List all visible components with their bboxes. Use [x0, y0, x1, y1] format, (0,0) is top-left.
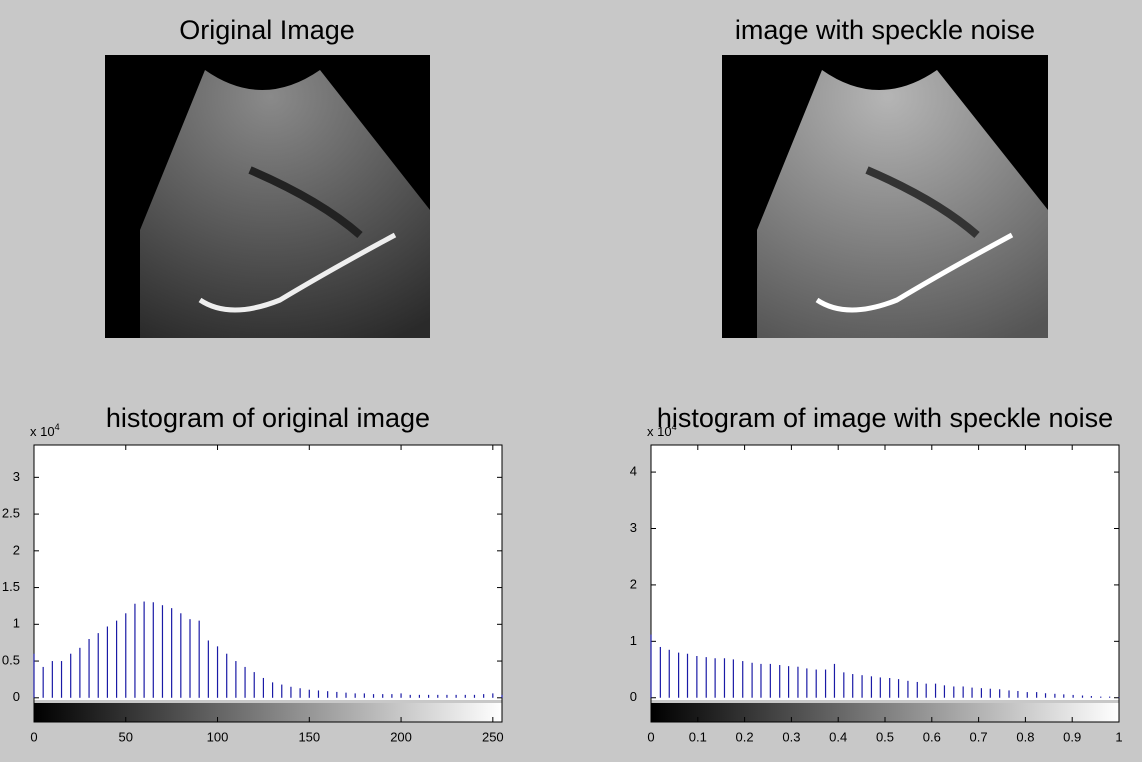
vessel [865, 166, 980, 239]
x-tick-label: 0.8 [1016, 729, 1034, 744]
y-tick-label: 3 [13, 469, 20, 484]
y-multiplier: x 104 [30, 422, 60, 439]
y-tick-label: 2.5 [2, 506, 20, 521]
y-tick-label: 3 [630, 520, 637, 535]
x-tick-label: 0.4 [829, 729, 847, 744]
axes-box [33, 444, 503, 723]
x-tick-label: 0.9 [1063, 729, 1081, 744]
image-title: image with speckle noise [735, 15, 1035, 45]
x-tick-label: 250 [482, 729, 504, 744]
image-panel: Original Image [105, 15, 430, 338]
ultrasound-edge [198, 232, 397, 313]
image-panel: image with speckle noise [722, 15, 1048, 338]
y-tick-label: 2 [13, 542, 20, 557]
y-tick-label: 2 [630, 576, 637, 591]
ultrasound-edge [815, 232, 1014, 313]
x-tick-label: 100 [207, 729, 229, 744]
y-multiplier: x 104 [647, 422, 677, 439]
ultrasound [757, 70, 1048, 338]
multiplier-base: x 10 [647, 424, 672, 439]
colorbar [651, 703, 1119, 722]
x-tick-label: 0.6 [923, 729, 941, 744]
multiplier-exponent: 4 [55, 422, 60, 432]
y-tick-label: 0 [630, 689, 637, 704]
y-tick-label: 0.5 [2, 652, 20, 667]
y-tick-label: 0 [13, 689, 20, 704]
multiplier-base: x 10 [30, 424, 55, 439]
x-tick-label: 0.7 [970, 729, 988, 744]
x-tick-label: 0.2 [736, 729, 754, 744]
colorbar [34, 703, 502, 722]
x-tick-label: 0 [30, 729, 37, 744]
x-tick-label: 50 [119, 729, 133, 744]
plot-area [34, 445, 502, 700]
x-tick-label: 0 [647, 729, 654, 744]
image-title: Original Image [179, 15, 355, 45]
multiplier-exponent: 4 [672, 422, 677, 432]
y-tick-label: 1 [13, 616, 20, 631]
vessel [248, 166, 363, 239]
x-tick-label: 1 [1115, 729, 1122, 744]
x-tick-label: 0.3 [782, 729, 800, 744]
x-tick-label: 150 [298, 729, 320, 744]
plot-area [651, 445, 1119, 700]
y-tick-label: 1 [630, 633, 637, 648]
x-tick-label: 0.5 [876, 729, 894, 744]
y-tick-label: 4 [630, 464, 637, 479]
x-tick-label: 200 [390, 729, 412, 744]
chart-title: histogram of image with speckle noise [657, 403, 1113, 433]
chart-title: histogram of original image [106, 403, 430, 433]
x-tick-label: 0.1 [689, 729, 707, 744]
y-tick-label: 1.5 [2, 579, 20, 594]
ultrasound [140, 70, 430, 338]
